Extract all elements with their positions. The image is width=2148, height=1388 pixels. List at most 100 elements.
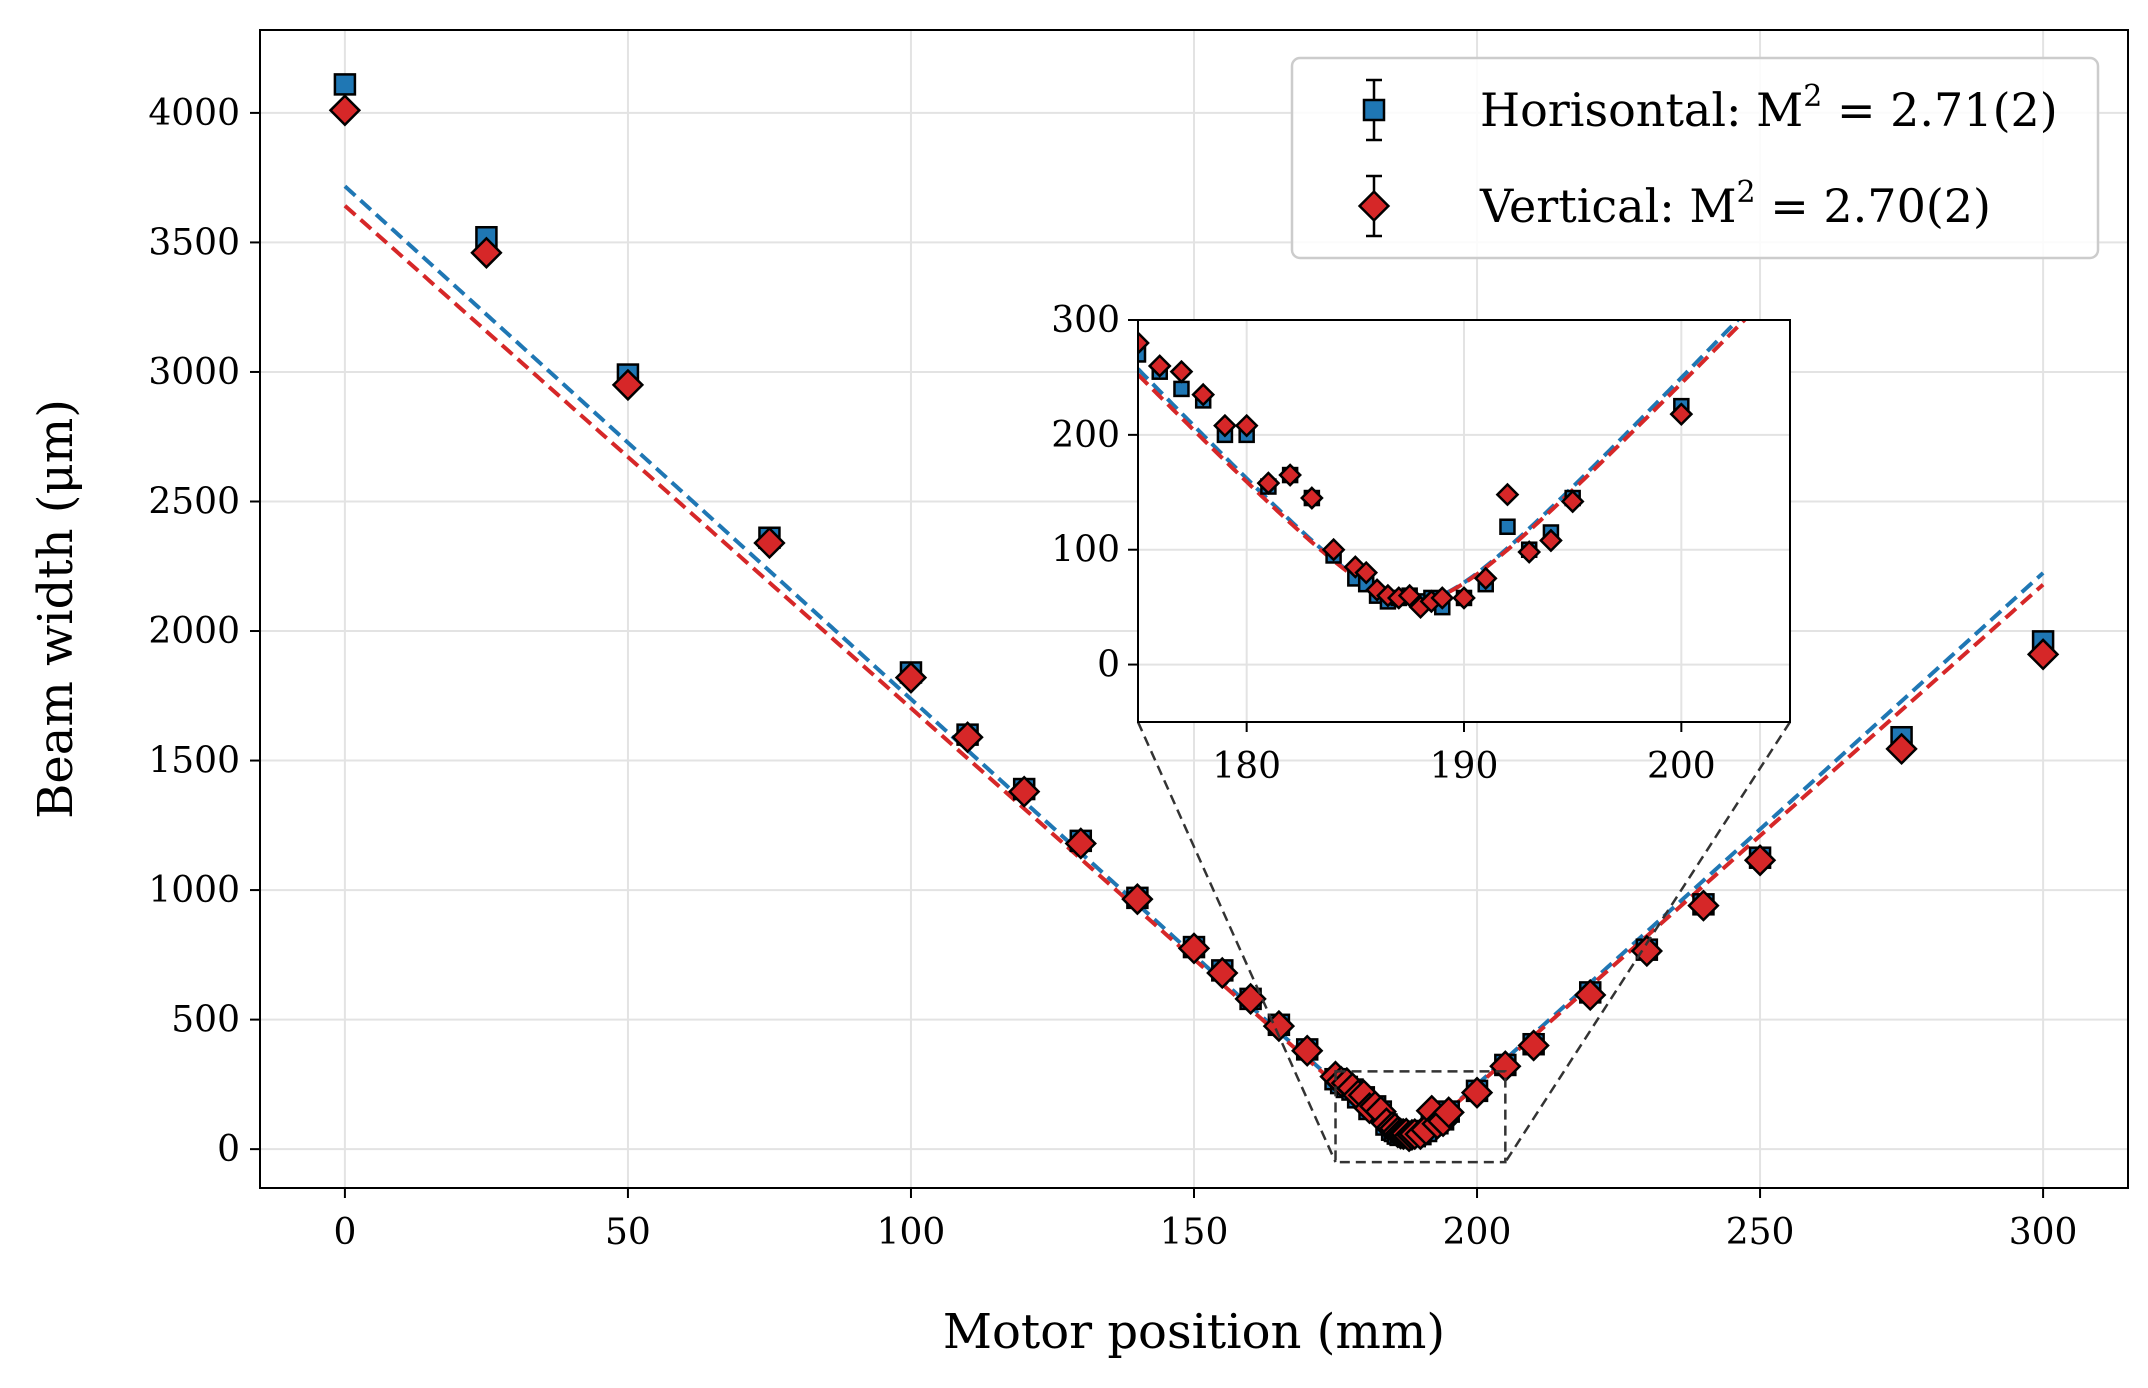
x-axis-title: Motor position (mm) bbox=[943, 1304, 1445, 1360]
inset-data-point bbox=[1452, 586, 1476, 610]
inset-data-point bbox=[1138, 331, 1150, 355]
zoom-connector-left bbox=[1136, 721, 1337, 1163]
x-tick-label: 300 bbox=[2009, 1212, 2078, 1253]
x-tick-label: 50 bbox=[605, 1212, 651, 1253]
inset-y-tick-label: 200 bbox=[1051, 415, 1120, 456]
data-point bbox=[1064, 827, 1097, 860]
inset-data-point bbox=[1365, 578, 1389, 602]
zoom-connector-right bbox=[1504, 721, 1792, 1163]
data-point bbox=[470, 236, 503, 269]
inset-data-point bbox=[1495, 482, 1520, 507]
legend: Horisontal: M2 = 2.71(2)Vertical: M2 = 2… bbox=[1290, 56, 2100, 260]
data-point bbox=[753, 526, 786, 560]
data-point bbox=[1121, 882, 1154, 916]
inset-data-point bbox=[1278, 463, 1302, 487]
inset-data-point bbox=[1539, 528, 1563, 553]
legend-marker bbox=[1362, 98, 1386, 122]
inset-fit-curves bbox=[1138, 320, 1748, 604]
inset-x-tick-label: 180 bbox=[1212, 746, 1281, 787]
x-tick-label: 100 bbox=[877, 1212, 946, 1253]
legend-label-superscript: 2 bbox=[1803, 79, 1822, 114]
inset-data-points bbox=[1138, 284, 1800, 619]
inset-y-tick-label: 0 bbox=[1097, 645, 1120, 686]
inset-fit-curve-horisontal bbox=[1138, 320, 1741, 604]
main-axis-ticks: 0 50 100 150 200 250 3000500100015002000250030… bbox=[148, 93, 2077, 1253]
data-point bbox=[1460, 1076, 1494, 1109]
inset-data-point bbox=[1473, 566, 1498, 591]
data-point bbox=[2026, 638, 2060, 671]
inset-data-point bbox=[1783, 284, 1797, 298]
data-point bbox=[951, 721, 984, 754]
inset-data-point bbox=[1669, 402, 1694, 427]
data-point bbox=[1743, 844, 1777, 877]
zoom-box bbox=[1334, 1070, 1507, 1164]
inset-x-tick-label: 190 bbox=[1430, 746, 1499, 787]
inset-data-point bbox=[1499, 518, 1516, 535]
legend-label-suffix: = 2.70(2) bbox=[1756, 179, 1991, 233]
data-point bbox=[1517, 1029, 1550, 1062]
data-point bbox=[1574, 978, 1607, 1012]
inset-zoom-indicator bbox=[1136, 721, 1792, 1164]
inset-data-point bbox=[1173, 380, 1190, 398]
y-tick-label: 2500 bbox=[148, 481, 240, 522]
legend-label-prefix: Horisontal: M bbox=[1480, 83, 1803, 137]
inset-x-tick-label: 200 bbox=[1647, 746, 1716, 787]
inset-data-point bbox=[1256, 471, 1281, 495]
inset-series-vertical bbox=[1138, 287, 1800, 619]
inset-y-tick-label: 100 bbox=[1051, 530, 1120, 571]
legend-marker bbox=[1357, 189, 1391, 223]
data-point bbox=[611, 368, 645, 402]
inset-y-tick-label: 300 bbox=[1051, 300, 1120, 341]
data-point bbox=[1206, 956, 1239, 990]
legend-item-horisontal: Horisontal: M2 = 2.71(2) bbox=[1362, 78, 2058, 142]
y-tick-label: 0 bbox=[217, 1129, 240, 1170]
inset-axis-ticks: 180 190 200 0 100 200 300 bbox=[1051, 300, 1715, 787]
y-tick-label: 3500 bbox=[148, 222, 240, 263]
series-vertical bbox=[328, 94, 2060, 1153]
data-point bbox=[1262, 1009, 1296, 1043]
legend-label-superscript: 2 bbox=[1737, 175, 1756, 210]
inset-data-point bbox=[1517, 540, 1542, 564]
data-point bbox=[1177, 932, 1211, 965]
y-tick-label: 4000 bbox=[148, 93, 240, 134]
inset-data-point bbox=[1321, 537, 1346, 562]
legend-label-suffix: = 2.71(2) bbox=[1822, 83, 2057, 137]
inset-data-point bbox=[1397, 583, 1422, 608]
inset-data-point bbox=[1780, 287, 1800, 307]
inset-data-point bbox=[1169, 359, 1194, 384]
y-tick-label: 1000 bbox=[148, 870, 240, 911]
y-tick-label: 1500 bbox=[148, 741, 240, 782]
main-data-points bbox=[328, 73, 2060, 1153]
data-point bbox=[328, 94, 362, 127]
y-tick-label: 3000 bbox=[148, 352, 240, 393]
inset-fit-curve-vertical bbox=[1138, 320, 1748, 604]
inset-data-point bbox=[1191, 382, 1216, 407]
data-point bbox=[1008, 775, 1041, 808]
inset-data-point bbox=[1300, 486, 1324, 510]
inset-data-point bbox=[1430, 586, 1455, 610]
legend-box bbox=[1290, 56, 2100, 260]
data-point bbox=[1687, 889, 1720, 922]
data-point bbox=[1630, 934, 1664, 968]
x-tick-label: 0 bbox=[333, 1212, 356, 1253]
inset-data-point bbox=[1138, 346, 1147, 363]
data-point bbox=[894, 661, 928, 694]
inset-zoom-panel: 180 190 200 0 100 200 300 bbox=[1051, 284, 1800, 787]
x-tick-label: 250 bbox=[1726, 1212, 1795, 1253]
legend-label-prefix: Vertical: M bbox=[1479, 179, 1737, 233]
y-tick-label: 2000 bbox=[148, 611, 240, 652]
y-axis-title: Beam width (μm) bbox=[28, 399, 84, 819]
x-tick-label: 150 bbox=[1160, 1212, 1229, 1253]
x-tick-label: 200 bbox=[1443, 1212, 1512, 1253]
data-point bbox=[1432, 1096, 1465, 1129]
inset-data-point bbox=[1560, 489, 1585, 514]
legend-item-vertical: Vertical: M2 = 2.70(2) bbox=[1357, 174, 1991, 238]
data-point bbox=[1234, 982, 1267, 1016]
data-point bbox=[333, 73, 357, 96]
inset-data-point bbox=[1234, 413, 1259, 438]
legend-label: Vertical: M2 = 2.70(2) bbox=[1479, 175, 1991, 233]
inset-data-point bbox=[1147, 354, 1172, 378]
inset-data-point bbox=[1213, 413, 1237, 438]
data-point bbox=[1885, 732, 1918, 766]
